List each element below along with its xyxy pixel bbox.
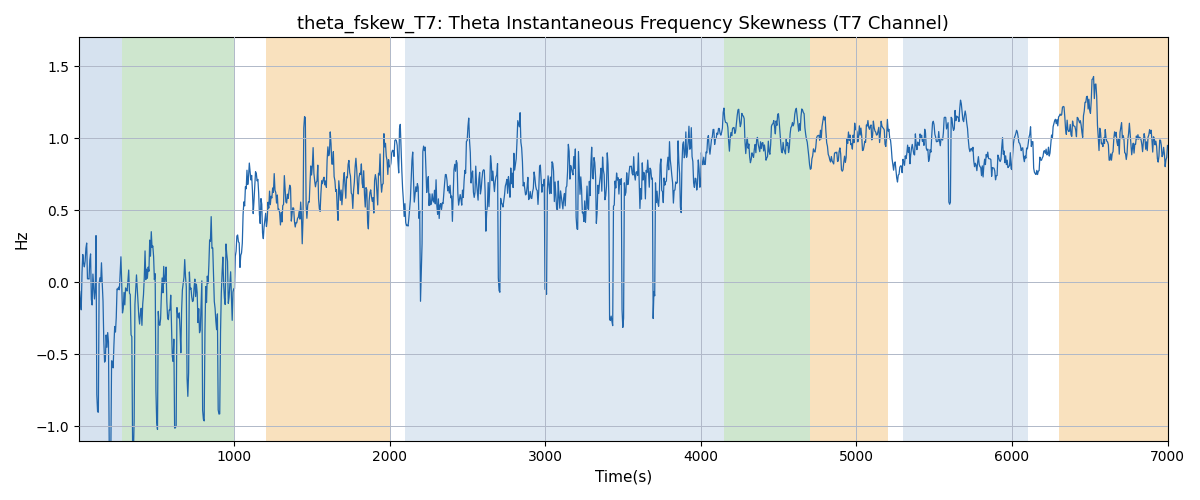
Bar xyxy=(406,38,484,440)
Bar xyxy=(484,38,709,440)
Bar xyxy=(122,38,234,440)
Y-axis label: Hz: Hz xyxy=(14,230,30,249)
Bar xyxy=(810,38,888,440)
Bar xyxy=(904,38,1027,440)
Title: theta_fskew_T7: Theta Instantaneous Frequency Skewness (T7 Channel): theta_fskew_T7: Theta Instantaneous Freq… xyxy=(298,15,949,34)
Bar xyxy=(265,38,390,440)
Bar xyxy=(79,38,122,440)
X-axis label: Time(s): Time(s) xyxy=(594,470,652,485)
Bar xyxy=(709,38,725,440)
Bar xyxy=(1058,38,1168,440)
Bar xyxy=(725,38,810,440)
